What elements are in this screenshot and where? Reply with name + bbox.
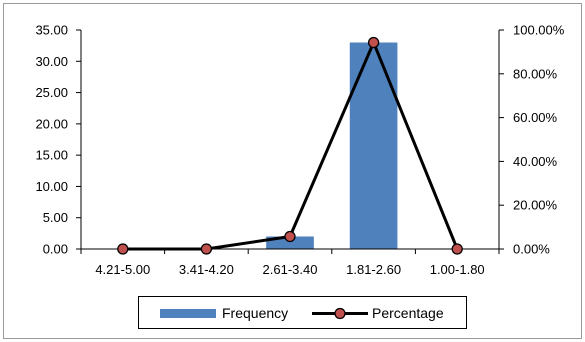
- x-tick-label: 1.00-1.80: [430, 262, 485, 277]
- x-tick-label: 2.61-3.40: [263, 262, 318, 277]
- legend-label-frequency: Frequency: [222, 305, 288, 321]
- x-tick-label: 3.41-4.20: [179, 262, 234, 277]
- y-left-tick-label: 35.00: [35, 23, 68, 38]
- point-percentage-4: [451, 243, 463, 255]
- point-percentage-0: [117, 243, 129, 255]
- legend-label-percentage: Percentage: [372, 305, 444, 321]
- plot-area: 0.00 5.00 10.00 15.00 20.00 25.00 30.00 35.00 0.…: [35, 23, 564, 278]
- y-right-tick-label: 100.00%: [513, 23, 565, 38]
- y-left-tick-label: 10.00: [35, 179, 68, 194]
- point-percentage-1: [200, 243, 213, 255]
- point-percentage-3: [367, 36, 380, 49]
- y-right-tick-label: 20.00%: [513, 198, 558, 213]
- y-left-tick-label: 15.00: [35, 148, 68, 163]
- y-left-tick-label: 20.00: [35, 116, 68, 131]
- point-percentage-2: [284, 230, 296, 243]
- legend: Frequency Percentage: [138, 296, 467, 329]
- y-left-tick-label: 5.00: [43, 210, 68, 225]
- legend-marker-percentage: [334, 307, 346, 320]
- y-right-tick-label: 80.00%: [513, 66, 558, 81]
- y-left-tick-label: 25.00: [35, 85, 68, 100]
- x-tick-label: 1.81-2.60: [346, 262, 401, 277]
- y-right-tick-label: 0.00%: [513, 242, 550, 257]
- bar-frequency-3: [349, 42, 398, 250]
- x-tick-label: 4.21-5.00: [95, 262, 150, 277]
- y-right-tick-label: 60.00%: [513, 110, 558, 125]
- y-left-tick-label: 0.00: [43, 242, 68, 257]
- y-left-tick-label: 30.00: [35, 54, 68, 69]
- y-right-tick-label: 40.00%: [513, 154, 558, 169]
- chart-border: [3, 3, 582, 339]
- legend-swatch-frequency: [160, 309, 216, 318]
